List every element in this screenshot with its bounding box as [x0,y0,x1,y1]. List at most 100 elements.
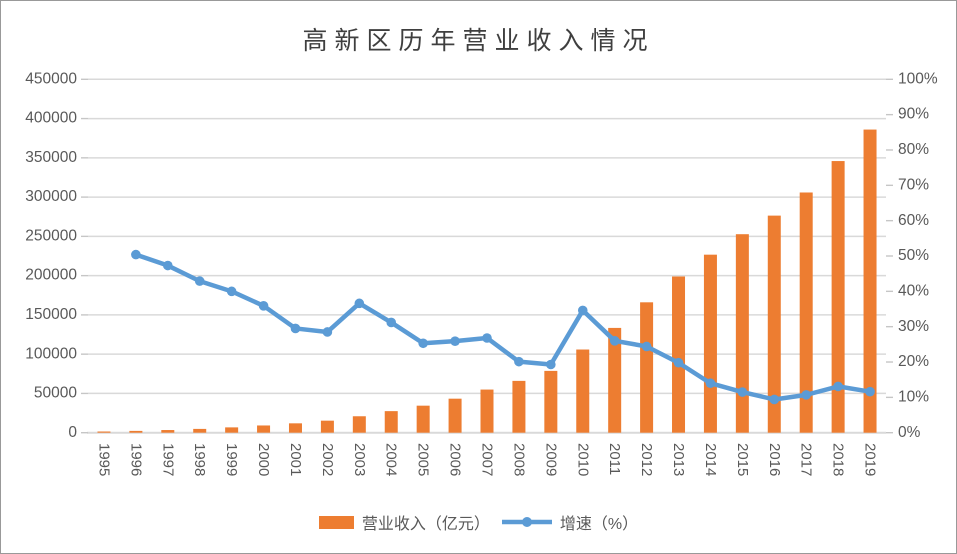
x-axis-tick-label: 2018 [830,443,847,476]
x-axis-tick-label: 1996 [127,443,144,476]
bar-2006 [448,398,462,433]
bar-2015 [735,234,749,433]
bar-2001 [288,423,302,433]
line-point-2019 [865,386,875,397]
x-axis-tick-label: 2005 [415,443,432,476]
right-axis-tick-label: 100% [898,70,938,87]
x-axis-tick-label: 2010 [574,443,591,476]
line-point-1997 [163,260,173,271]
line-point-2005 [418,338,428,349]
right-axis-tick-label: 60% [898,212,929,229]
line-point-2000 [258,301,269,311]
right-axis-tick-label: 80% [898,141,929,158]
legend-label-revenue: 营业收入（亿元） [361,516,490,533]
bar-2018 [831,161,845,433]
line-point-2001 [290,323,301,334]
x-axis-tick-label: 2019 [862,443,879,476]
left-axis-tick-label: 400000 [25,110,77,127]
x-axis-tick-label: 1997 [159,443,176,476]
x-axis-tick-label: 2014 [702,443,719,476]
bar-2014 [703,254,717,433]
x-axis-tick-label: 2008 [510,443,527,476]
line-point-2002 [322,327,333,337]
left-axis-tick-label: 200000 [25,267,77,284]
legend-line-swatch-icon [501,517,552,527]
legend-item-growth: 增速（%） [501,510,639,534]
x-axis-tick-label: 2002 [319,443,336,476]
x-axis-tick-label: 2015 [734,443,751,476]
left-axis-tick-label: 250000 [25,227,77,244]
gridlines [87,78,886,434]
line-point-2016 [769,394,780,405]
left-axis-tick-label: 0 [68,424,77,441]
right-axis-tick-label: 50% [898,247,929,264]
bar-2010 [576,349,590,433]
bar-2016 [767,215,781,433]
line-point-2013 [673,357,684,368]
x-axis-labels: 1995 1996 1997 1998 1999 2000 2001 2002 2003 2004… [95,443,878,476]
x-axis-tick-label: 2000 [255,443,272,476]
line-point-2014 [705,378,716,389]
legend-label-growth: 增速（%） [559,516,639,533]
bar-2008 [512,380,526,433]
line-point-2008 [514,356,524,367]
line-point-1998 [194,276,205,286]
growth-line [131,249,875,405]
bar-1996 [129,430,143,433]
x-axis-tick-label: 2007 [479,443,496,476]
x-axis-tick-label: 2004 [383,443,400,476]
chart-legend: 营业收入（亿元） 增速（%） [1,510,956,534]
right-axis-tick-label: 40% [898,282,929,299]
bar-2012 [640,302,654,433]
x-axis-tick-label: 1998 [191,443,208,476]
left-axis-tick-label: 100000 [25,345,77,362]
line-point-2006 [450,336,460,346]
bar-2009 [544,370,558,433]
bar-series [97,129,877,433]
x-axis-tick-label: 1995 [95,443,112,476]
legend-item-revenue: 营业收入（亿元） [318,510,490,534]
x-axis-tick-label: 2017 [798,443,815,476]
right-axis-tick-label: 0% [898,424,921,441]
bar-1999 [225,427,239,433]
bar-2011 [608,327,622,433]
right-axis-labels: 100% 90% 80% 70% 60% 50% 40% 30% 20% 10% 0% [886,70,938,441]
right-axis-tick-label: 30% [898,318,929,335]
line-point-2007 [482,333,492,343]
line-point-2003 [354,298,365,309]
bar-2005 [416,405,430,433]
right-axis-tick-label: 20% [898,353,929,370]
line-point-2012 [641,341,652,352]
bar-2013 [672,276,686,433]
x-axis-tick-label: 2011 [606,443,623,475]
bar-1997 [161,430,175,433]
x-axis-tick-label: 2013 [670,443,687,476]
bar-1998 [193,428,207,433]
x-axis-tick-label: 1999 [223,443,240,476]
line-point-2015 [737,387,748,397]
x-axis-tick-label: 2001 [287,443,304,476]
x-axis-tick-label: 2012 [638,443,655,476]
x-axis-tick-label: 2003 [351,443,368,476]
chart-title: 高新区历年营业收入情况 [302,28,655,55]
line-point-2010 [577,305,588,316]
bar-1995 [97,431,111,433]
left-axis-tick-label: 350000 [25,149,77,166]
line-point-2018 [833,381,843,392]
bar-2000 [257,425,271,433]
legend-bar-swatch-icon [318,515,354,529]
right-axis-tick-label: 10% [898,388,929,405]
left-axis-labels: 450000 400000 350000 300000 250000 200000 1500… [25,70,88,441]
growth-line-path [133,252,873,402]
line-point-2004 [386,317,397,328]
bar-2007 [480,389,494,433]
left-axis-tick-label: 450000 [25,70,77,87]
bar-2017 [799,192,813,433]
bar-2003 [352,416,366,433]
x-axis-tick-label: 2009 [542,443,559,476]
left-axis-tick-label: 50000 [34,385,77,402]
bar-2002 [320,420,334,433]
line-point-2011 [609,336,620,346]
line-point-1996 [131,249,141,260]
